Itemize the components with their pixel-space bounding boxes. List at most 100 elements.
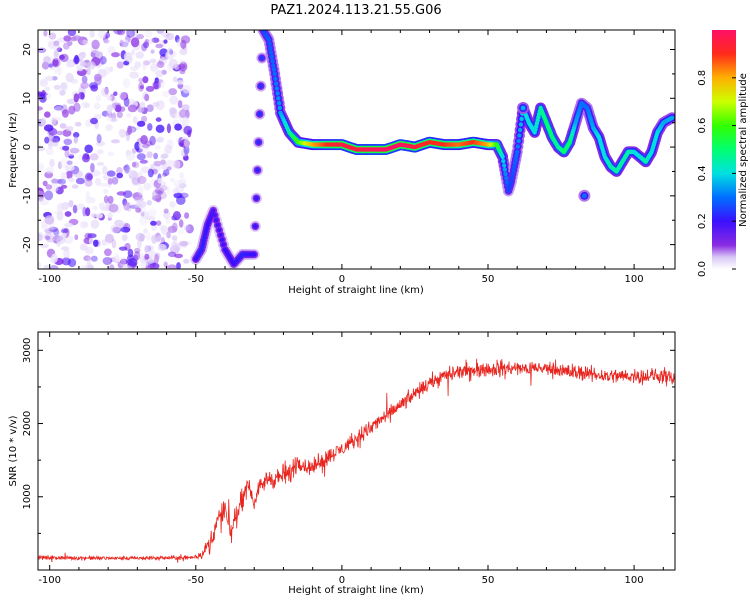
spectrogram-frame bbox=[37, 29, 676, 270]
noise-speckle bbox=[45, 167, 54, 174]
noise-speckle bbox=[81, 221, 89, 227]
noise-speckle bbox=[129, 71, 140, 79]
noise-speckle bbox=[66, 160, 73, 166]
noise-speckle bbox=[68, 165, 75, 171]
noise-speckle bbox=[135, 232, 146, 242]
ridge-blob bbox=[272, 71, 277, 77]
noise-speckle bbox=[145, 232, 152, 242]
noise-speckle bbox=[95, 95, 102, 103]
noise-speckle bbox=[169, 95, 179, 105]
noise-speckle bbox=[73, 56, 80, 65]
noise-speckle bbox=[154, 144, 161, 150]
noise-speckle bbox=[39, 200, 50, 206]
noise-speckle bbox=[96, 141, 106, 147]
noise-speckle bbox=[93, 73, 102, 82]
ridge-blob bbox=[504, 176, 509, 181]
noise-speckle bbox=[184, 212, 190, 219]
noise-speckle bbox=[53, 229, 60, 236]
ridge-blob bbox=[211, 208, 216, 213]
noise-speckle bbox=[52, 76, 58, 81]
ridge-blob bbox=[214, 218, 219, 223]
ridge-blob bbox=[509, 179, 514, 184]
noise-speckle bbox=[44, 136, 50, 144]
noise-speckle bbox=[106, 104, 113, 114]
noise-speckle bbox=[44, 92, 52, 100]
noise-speckle bbox=[85, 262, 93, 269]
noise-speckle bbox=[136, 153, 146, 161]
noise-speckle bbox=[80, 265, 91, 269]
x-tick-label: 50 bbox=[482, 575, 495, 586]
ridge-blob bbox=[212, 213, 217, 218]
noise-speckle bbox=[152, 80, 161, 90]
noise-speckle bbox=[48, 140, 53, 150]
noise-speckle bbox=[69, 147, 80, 154]
noise-speckle bbox=[111, 238, 117, 249]
colorbar-tick-label: 0.4 bbox=[697, 165, 708, 181]
noise-speckle bbox=[79, 221, 89, 229]
noise-speckle bbox=[130, 49, 136, 56]
noise-speckle bbox=[149, 178, 158, 188]
noise-speckle bbox=[61, 257, 71, 266]
noise-speckle bbox=[54, 105, 64, 111]
noise-speckle bbox=[182, 155, 189, 161]
x-tick-label: 100 bbox=[625, 575, 644, 586]
noise-speckle bbox=[101, 239, 107, 246]
noise-speckle bbox=[139, 85, 144, 90]
noise-speckle bbox=[147, 257, 155, 264]
noise-speckle bbox=[172, 187, 180, 194]
noise-speckle bbox=[111, 176, 119, 185]
noise-speckle bbox=[145, 85, 155, 92]
noise-speckle bbox=[64, 148, 70, 158]
noise-speckle bbox=[114, 104, 122, 113]
spectrogram-y-axis-label: Frequency (Hz) bbox=[8, 112, 19, 188]
noise-speckle bbox=[54, 105, 64, 112]
noise-speckle bbox=[51, 253, 58, 263]
noise-speckle bbox=[163, 39, 168, 44]
noise-speckle bbox=[155, 117, 162, 122]
noise-speckle bbox=[140, 253, 145, 261]
noise-speckle bbox=[160, 225, 169, 235]
noise-speckle bbox=[163, 168, 170, 177]
noise-speckle bbox=[170, 177, 175, 183]
noise-speckle bbox=[165, 32, 175, 41]
noise-speckle bbox=[136, 171, 144, 180]
noise-speckle bbox=[155, 43, 164, 49]
noise-speckle bbox=[180, 241, 188, 249]
ridge-blob bbox=[501, 163, 507, 168]
noise-speckle bbox=[172, 76, 178, 83]
noise-speckle bbox=[48, 32, 57, 40]
noise-speckle bbox=[180, 39, 187, 50]
noise-speckle bbox=[151, 37, 160, 43]
noise-speckle bbox=[141, 62, 147, 71]
noise-speckle bbox=[53, 84, 61, 90]
noise-speckle bbox=[135, 51, 144, 59]
noise-speckle bbox=[57, 66, 62, 76]
ridge-blob bbox=[221, 242, 226, 247]
noise-speckle bbox=[181, 148, 188, 158]
noise-speckle bbox=[127, 125, 133, 135]
noise-speckle bbox=[68, 200, 74, 208]
noise-speckle bbox=[98, 30, 107, 39]
noise-speckle bbox=[85, 246, 94, 255]
noise-speckle bbox=[125, 55, 133, 63]
noise-speckle bbox=[51, 117, 56, 126]
spectrogram-x-axis-label: Height of straight line (km) bbox=[288, 285, 424, 296]
noise-speckle bbox=[155, 124, 165, 133]
noise-speckle bbox=[182, 84, 192, 94]
noise-speckle bbox=[42, 76, 47, 85]
noise-speckle bbox=[113, 91, 118, 96]
noise-speckle bbox=[183, 258, 190, 264]
noise-speckle bbox=[152, 101, 160, 108]
ridge-blob bbox=[275, 91, 280, 96]
noise-speckle bbox=[65, 61, 76, 68]
noise-speckle bbox=[177, 228, 184, 235]
noise-speckle bbox=[155, 220, 162, 226]
noise-speckle bbox=[155, 79, 164, 84]
noise-speckle bbox=[144, 30, 153, 38]
noise-speckle bbox=[52, 44, 61, 52]
noise-speckle bbox=[178, 240, 189, 247]
noise-speckle bbox=[136, 200, 142, 206]
ridge-blob bbox=[266, 37, 271, 42]
noise-speckle bbox=[79, 39, 84, 45]
noise-speckle bbox=[55, 130, 64, 136]
